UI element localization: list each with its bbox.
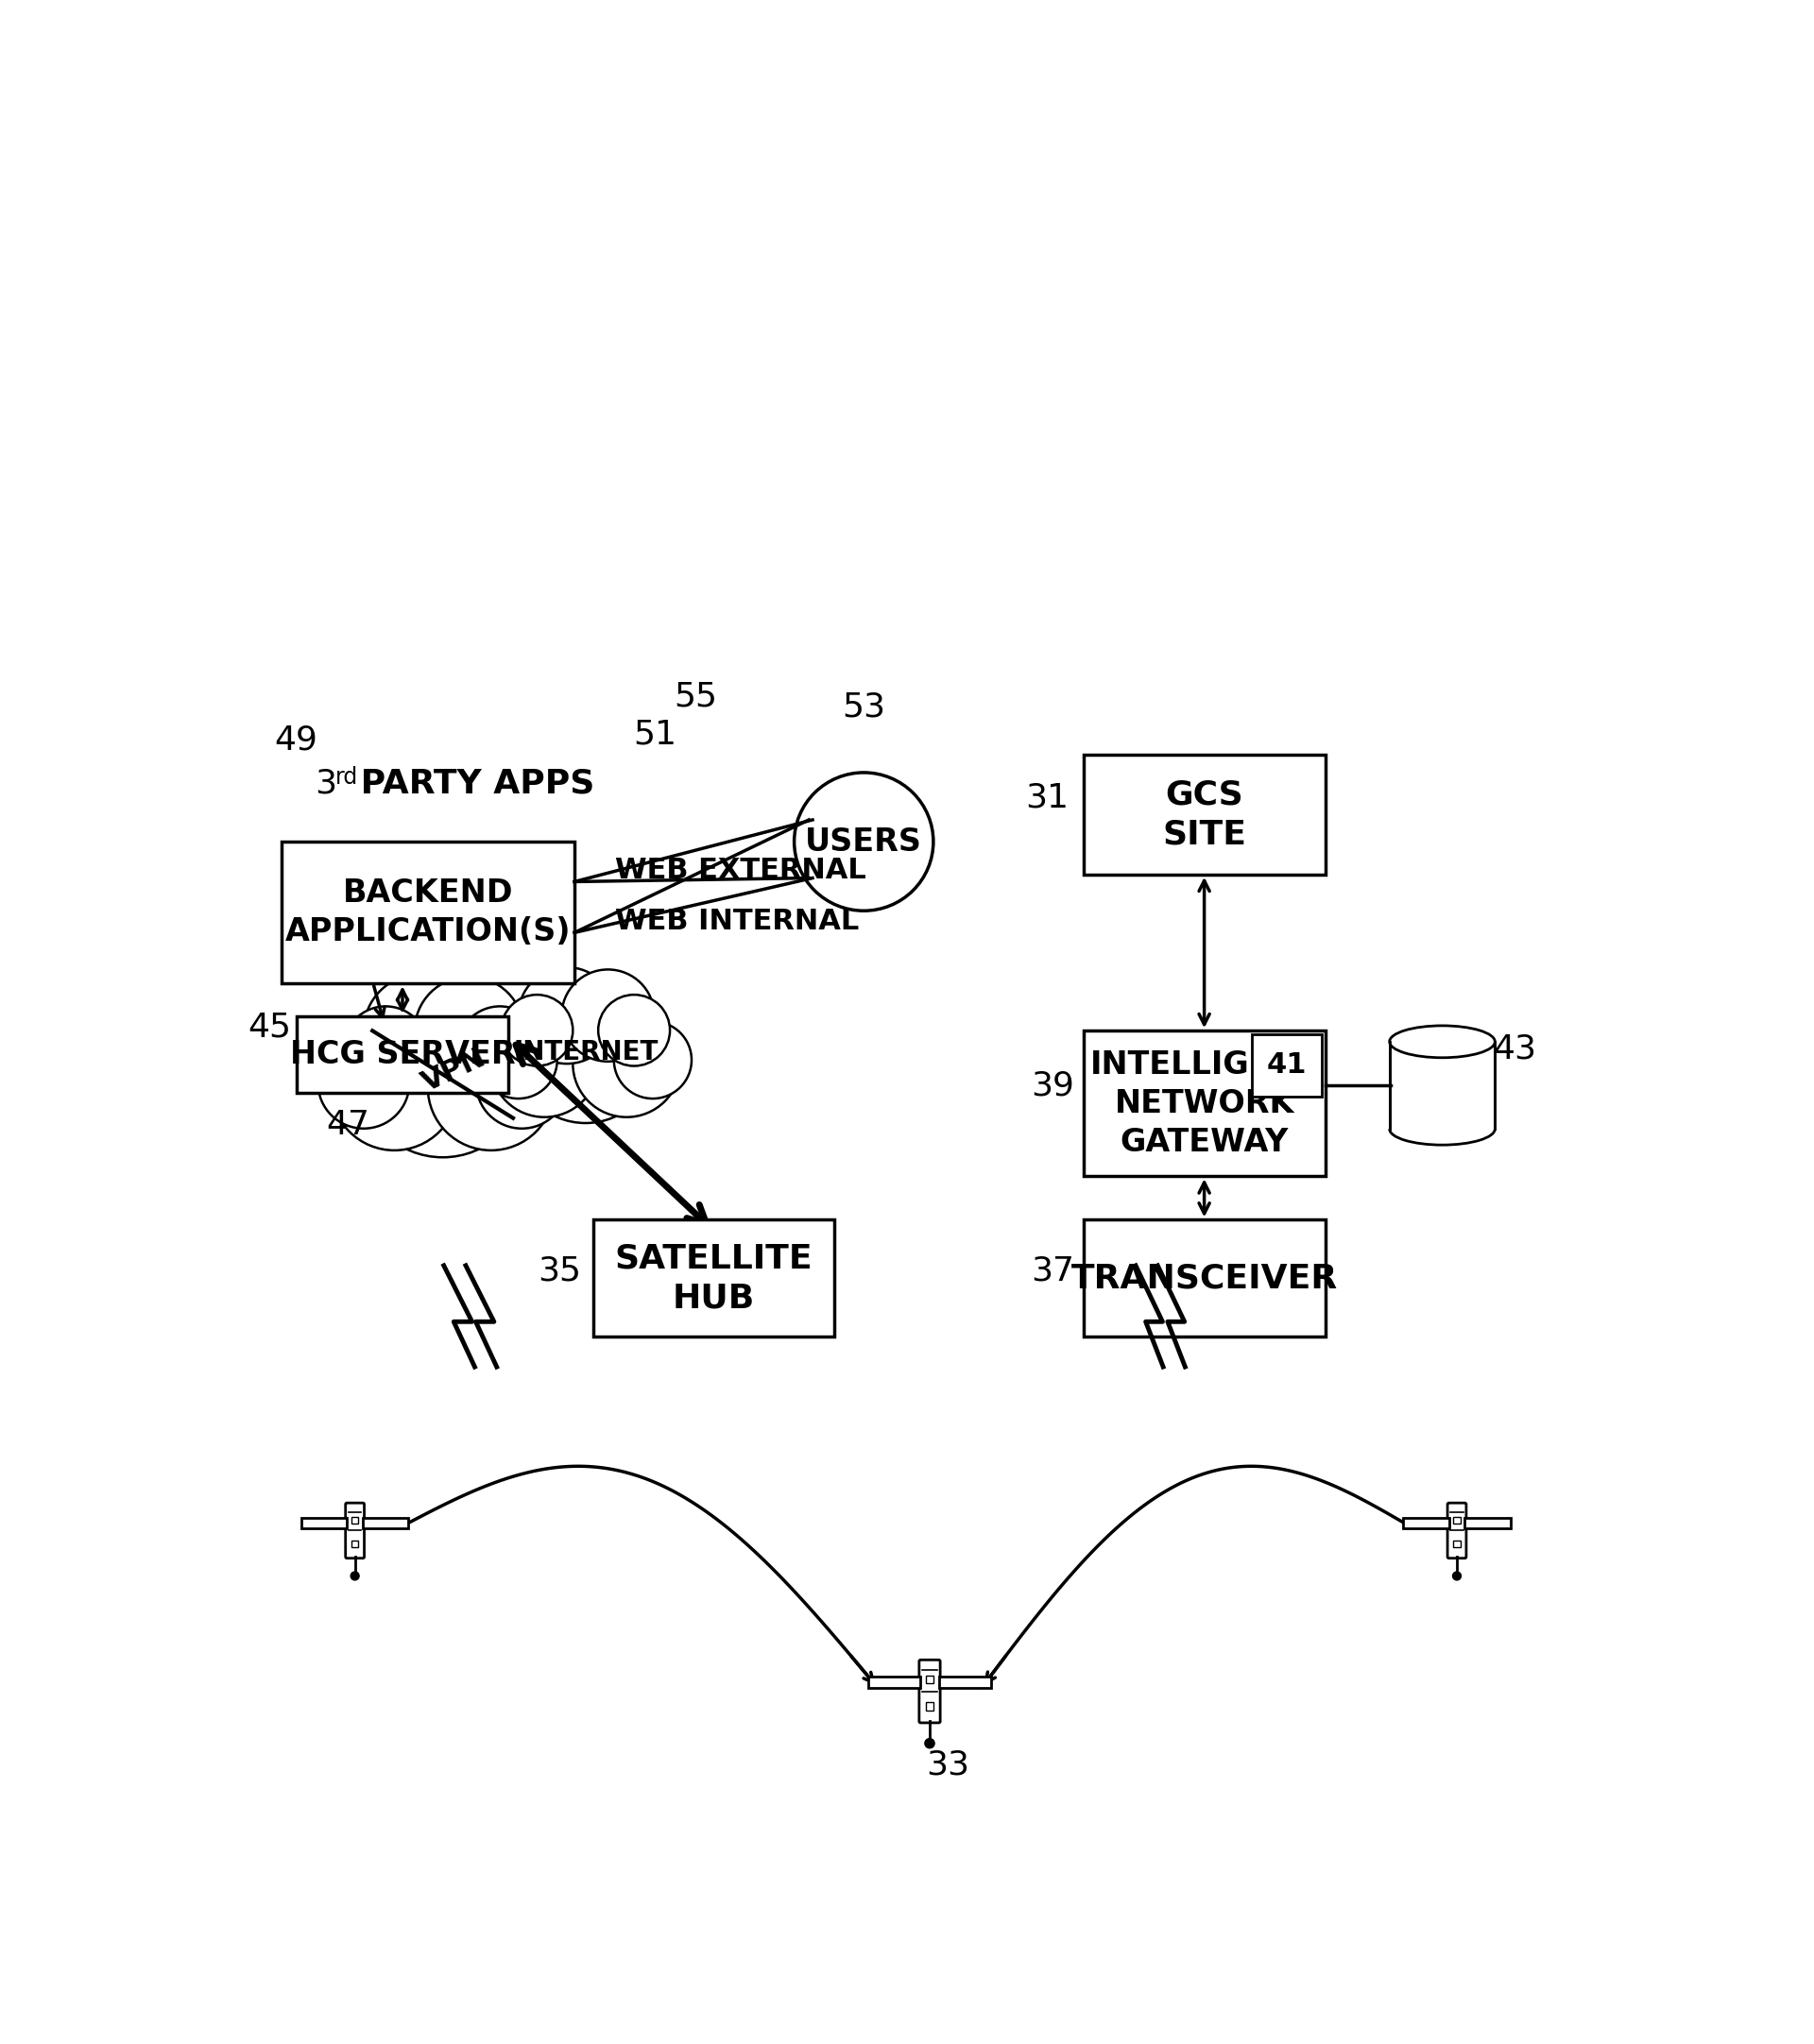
Text: 45: 45 — [247, 1012, 290, 1042]
Circle shape — [457, 1006, 542, 1089]
Bar — [925, 1676, 934, 1684]
Text: BACKEND
APPLICATION(S): BACKEND APPLICATION(S) — [285, 877, 571, 948]
Circle shape — [795, 773, 934, 912]
Bar — [281, 842, 575, 983]
Text: HCG SERVER: HCG SERVER — [290, 1038, 515, 1069]
Circle shape — [332, 1024, 457, 1151]
Text: 43: 43 — [1493, 1032, 1536, 1065]
Text: GCS
SITE: GCS SITE — [1163, 779, 1246, 850]
Bar — [363, 1517, 408, 1529]
Circle shape — [925, 1739, 934, 1748]
Circle shape — [599, 995, 669, 1065]
Text: USERS: USERS — [805, 826, 922, 856]
Circle shape — [475, 1038, 568, 1128]
Text: SATELLITE
HUB: SATELLITE HUB — [615, 1243, 813, 1314]
Text: rd: rd — [336, 766, 357, 789]
Circle shape — [1453, 1572, 1460, 1580]
Ellipse shape — [1390, 1026, 1495, 1057]
Circle shape — [515, 981, 657, 1122]
Bar — [869, 1676, 922, 1688]
Bar — [352, 1541, 359, 1547]
Circle shape — [350, 1572, 359, 1580]
Circle shape — [490, 1010, 599, 1118]
Text: 31: 31 — [1025, 783, 1068, 814]
FancyBboxPatch shape — [1448, 1502, 1466, 1558]
Bar — [352, 1517, 359, 1523]
Bar — [1083, 1220, 1324, 1337]
Bar — [1464, 1517, 1511, 1529]
Bar — [925, 1703, 934, 1711]
Bar — [938, 1676, 990, 1688]
Bar — [1390, 1042, 1495, 1128]
Text: 37: 37 — [1030, 1255, 1074, 1288]
Circle shape — [519, 967, 615, 1063]
Text: 33: 33 — [927, 1750, 970, 1782]
Text: 49: 49 — [274, 724, 317, 756]
Bar — [1252, 1034, 1321, 1096]
Bar — [296, 1016, 508, 1094]
Text: 47: 47 — [327, 1110, 370, 1141]
Bar — [1083, 754, 1324, 875]
Bar — [1083, 1030, 1324, 1175]
Text: 35: 35 — [539, 1255, 582, 1288]
Circle shape — [613, 1022, 691, 1098]
Circle shape — [479, 1022, 557, 1098]
Circle shape — [562, 969, 655, 1061]
Circle shape — [363, 975, 477, 1087]
Circle shape — [501, 995, 573, 1065]
Text: TRANSCEIVER: TRANSCEIVER — [1070, 1261, 1337, 1294]
FancyBboxPatch shape — [920, 1660, 940, 1723]
Text: VPN: VPN — [417, 1044, 490, 1098]
Circle shape — [415, 977, 524, 1085]
Text: 41: 41 — [1266, 1051, 1306, 1079]
Circle shape — [359, 991, 526, 1157]
Text: 39: 39 — [1030, 1069, 1074, 1102]
Text: 53: 53 — [842, 691, 885, 724]
Text: WEB EXTERNAL: WEB EXTERNAL — [615, 856, 865, 885]
Bar — [301, 1517, 346, 1529]
Text: 55: 55 — [673, 681, 717, 711]
Bar — [1453, 1541, 1460, 1547]
Circle shape — [428, 1024, 555, 1151]
Bar — [1453, 1517, 1460, 1523]
Circle shape — [317, 1038, 410, 1128]
Text: 3: 3 — [314, 766, 336, 799]
Text: INTELLIGENT
NETWORK
GATEWAY: INTELLIGENT NETWORK GATEWAY — [1090, 1049, 1319, 1157]
Bar — [593, 1220, 834, 1337]
FancyBboxPatch shape — [345, 1502, 365, 1558]
Text: INTERNET: INTERNET — [513, 1038, 658, 1065]
Circle shape — [573, 1010, 680, 1118]
Text: PARTY APPS: PARTY APPS — [348, 766, 595, 799]
Circle shape — [343, 1006, 428, 1089]
Text: 51: 51 — [633, 717, 677, 750]
Bar — [1404, 1517, 1449, 1529]
Text: WEB INTERNAL: WEB INTERNAL — [615, 908, 858, 936]
